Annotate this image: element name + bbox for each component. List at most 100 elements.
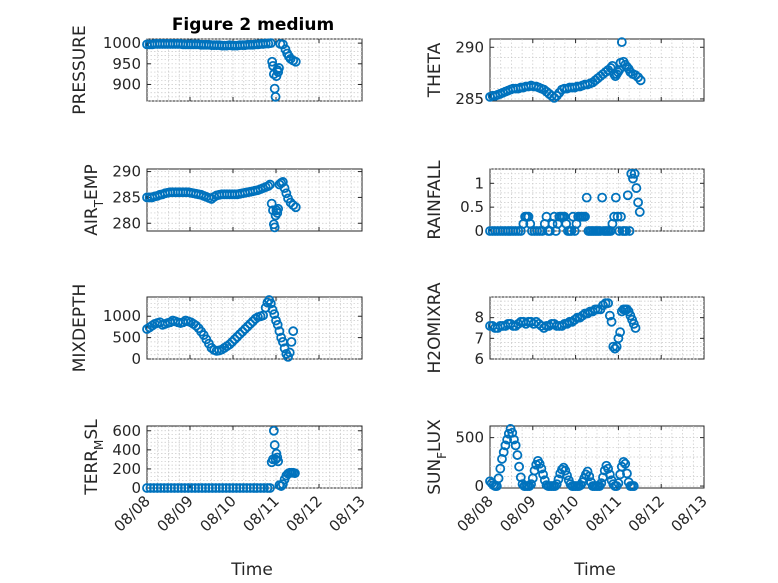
subplot-h2omixra: 6 7 8 H2OMIXRA <box>425 282 705 374</box>
subplot-air-temp: 280 285 290 AIRTEMP <box>82 163 363 236</box>
data-point-sun-flux <box>536 463 547 474</box>
y-tick-label: 950 <box>112 55 141 73</box>
data-point-terr-msl <box>234 483 245 493</box>
data-point-sun-flux <box>622 468 632 479</box>
data-point-sun-flux <box>582 466 593 477</box>
data-point-h2omixra <box>610 343 620 354</box>
data-point-pressure <box>277 39 288 50</box>
y-tick-label: 1000 <box>103 307 141 325</box>
data-point-h2omixra <box>539 323 549 333</box>
y-tick-label: 0.5 <box>460 198 484 216</box>
data-point-sun-flux <box>512 450 523 460</box>
data-point-rainfall <box>626 168 637 179</box>
data-point-mixdepth <box>286 336 297 347</box>
data-point-h2omixra <box>608 341 619 352</box>
data-point-air-temp <box>265 179 275 190</box>
data-point-terr-msl <box>148 483 159 493</box>
data-point-mixdepth <box>245 319 256 329</box>
data-point-sun-flux <box>604 469 615 480</box>
data-point-pressure <box>273 67 284 77</box>
data-point-pressure <box>267 56 278 67</box>
data-point-rainfall <box>629 168 640 179</box>
data-point-mixdepth <box>240 324 250 334</box>
data-point-terr-msl <box>238 483 249 493</box>
y-tick-label: 0 <box>131 350 141 368</box>
data-point-rainfall <box>612 211 623 222</box>
y-tick-label: 0 <box>474 477 484 495</box>
x-tick-label: 08/10 <box>539 492 582 535</box>
x-tick-label: 08/11 <box>582 492 625 535</box>
data-point-rainfall <box>597 192 608 203</box>
data-point-terr-msl <box>155 483 166 493</box>
y-tick-label: 0 <box>131 479 141 497</box>
data-point-sun-flux <box>495 463 506 474</box>
data-point-theta <box>616 37 627 47</box>
data-point-terr-msl <box>200 483 211 493</box>
x-axis-label-left: Time <box>230 560 273 580</box>
data-point-air-temp <box>279 183 290 194</box>
data-point-mixdepth <box>242 321 253 332</box>
data-point-pressure <box>274 63 284 73</box>
data-point-sun-flux <box>584 471 595 482</box>
data-point-rainfall <box>580 211 590 222</box>
data-point-sun-flux <box>628 481 639 491</box>
x-tick-label: 08/12 <box>625 492 668 535</box>
data-point-rainfall <box>581 192 592 203</box>
data-point-air-temp <box>273 203 284 214</box>
data-point-rainfall <box>614 226 625 236</box>
data-point-sun-flux <box>553 474 564 485</box>
data-point-theta <box>635 75 646 86</box>
y-tick-label: 1000 <box>103 34 141 52</box>
data-point-rainfall <box>633 197 643 208</box>
data-point-sun-flux <box>510 440 521 451</box>
axes-frame-mixdepth <box>146 296 363 360</box>
y-tick-label: 500 <box>112 329 141 347</box>
axes-frame-terr-msl <box>146 425 363 489</box>
figure-title: Figure 2 medium <box>172 15 334 35</box>
data-point-mixdepth <box>269 309 280 320</box>
data-point-sun-flux <box>620 458 631 469</box>
data-point-sun-flux <box>538 469 548 480</box>
y-axis-label-rainfall: RAINFALL <box>425 160 445 240</box>
data-point-h2omixra <box>557 321 567 331</box>
data-point-sun-flux <box>603 463 614 474</box>
data-point-h2omixra <box>582 308 593 319</box>
data-point-h2omixra <box>630 323 641 333</box>
data-point-terr-msl <box>204 483 214 493</box>
y-axis-label-terr-msl: TERRMSL <box>82 419 106 496</box>
data-point-h2omixra <box>613 333 624 344</box>
data-point-theta <box>630 70 641 81</box>
data-point-terr-msl <box>272 452 283 463</box>
y-axis-label-pressure: PRESSURE <box>70 25 90 114</box>
y-tick-label: 290 <box>455 38 484 56</box>
y-tick-label: 8 <box>474 309 484 327</box>
y-tick-label: 500 <box>455 429 484 447</box>
data-point-rainfall <box>628 173 638 184</box>
y-tick-label: 900 <box>112 75 141 93</box>
y-tick-label: 1 <box>474 174 484 192</box>
data-point-rainfall <box>566 226 577 236</box>
data-point-sun-flux <box>562 470 572 481</box>
data-point-rainfall <box>621 226 632 236</box>
subplot-terr-msl: 08/08 08/09 08/10 08/11 08/12 08/13 0200400600… <box>82 419 369 536</box>
x-axis-label-right: Time <box>573 560 616 580</box>
data-point-sun-flux <box>502 434 513 445</box>
data-point-rainfall <box>616 211 626 222</box>
x-tick-label: 08/08 <box>111 492 154 535</box>
data-point-rainfall <box>624 226 635 236</box>
y-tick-label: 200 <box>112 460 141 478</box>
data-point-sun-flux <box>596 478 607 489</box>
data-point-terr-msl <box>179 483 190 493</box>
y-tick-label: 0 <box>474 222 484 240</box>
y-axis-label-theta: THETA <box>425 42 445 98</box>
x-tick-label: 08/10 <box>197 492 240 535</box>
subplot-mixdepth: 0 500 1000 MIXDEPTH <box>70 284 363 372</box>
data-point-terr-msl <box>162 483 173 493</box>
data-point-pressure <box>265 38 276 49</box>
x-tick-label: 08/12 <box>283 492 326 535</box>
data-point-h2omixra <box>598 300 608 311</box>
data-point-h2omixra <box>604 310 615 321</box>
y-tick-label: 285 <box>455 90 484 108</box>
